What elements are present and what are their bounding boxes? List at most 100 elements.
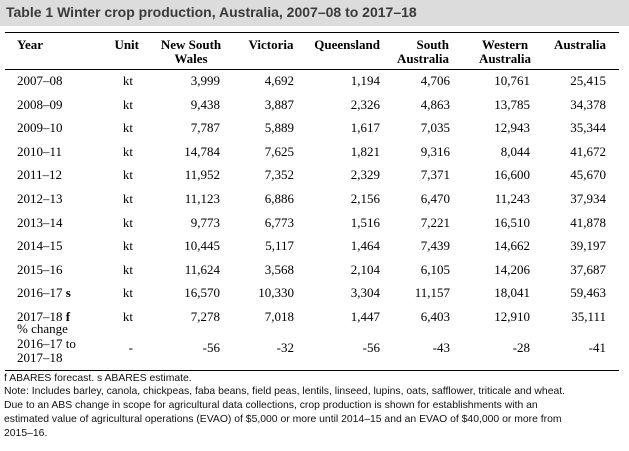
- row-vic: 10,330: [258, 285, 294, 301]
- table-title-bar: Table 1 Winter crop production, Australi…: [0, 0, 629, 26]
- row-sa: 6,470: [420, 191, 450, 206]
- row-year: 2016–17 s: [17, 285, 71, 301]
- row-nsw: 9,438: [190, 96, 220, 112]
- row-unit: kt: [122, 167, 133, 183]
- row-unit: kt: [122, 96, 133, 112]
- row-wa: 16,600: [494, 167, 530, 183]
- col-header-sa-line1: South: [416, 37, 449, 52]
- row-aus: 45,670: [570, 167, 606, 183]
- col-header-nsw: New South Wales: [153, 38, 229, 66]
- row-aus: 35,111: [571, 309, 606, 324]
- row-nsw: 7,278: [190, 309, 220, 324]
- row-qld: 2,329: [350, 167, 380, 183]
- pct-change-qld: -56: [362, 340, 380, 355]
- row-wa: 8,044: [500, 143, 530, 159]
- row-year: 2008–09: [17, 96, 63, 112]
- row-qld: 1,464: [350, 238, 380, 254]
- row-sa: 7,221: [420, 214, 450, 230]
- row-aus: 41,672: [570, 143, 606, 159]
- col-header-nsw-line1: New South: [160, 37, 222, 52]
- row-qld: 1,617: [350, 120, 380, 136]
- pct-change-unit: -: [128, 340, 133, 355]
- row-nsw: 10,445: [184, 238, 220, 254]
- pct-change-label-line3: 2017–18: [17, 350, 63, 365]
- row-vic: 5,117: [265, 238, 294, 254]
- row-sa: 7,439: [420, 238, 450, 254]
- footnote-scope-3: 2015–16.: [4, 428, 48, 439]
- pct-change-aus: -41: [588, 340, 606, 355]
- row-sa: 6,403: [420, 309, 450, 324]
- col-header-nsw-line2: Wales: [174, 51, 208, 66]
- row-qld: 2,104: [350, 261, 380, 277]
- row-vic: 6,886: [264, 191, 294, 206]
- col-header-vic: Victoria: [248, 37, 294, 52]
- row-vic: 7,352: [264, 167, 294, 183]
- row-qld: 2,326: [350, 96, 380, 112]
- row-wa: 16,510: [494, 214, 530, 230]
- col-header-qld: Queensland: [314, 37, 380, 52]
- row-nsw: 14,784: [184, 143, 220, 159]
- row-unit: kt: [122, 285, 133, 301]
- row-aus: 35,344: [570, 120, 606, 136]
- row-wa: 11,243: [494, 191, 530, 206]
- row-year: 2013–14: [17, 214, 63, 230]
- row-sa: 6,105: [420, 261, 450, 277]
- row-nsw: 16,570: [184, 285, 220, 301]
- row-vic: 3,887: [264, 96, 294, 112]
- col-header-year: Year: [17, 37, 43, 52]
- row-qld: 1,447: [350, 309, 380, 324]
- row-wa: 12,910: [494, 309, 530, 324]
- header-top-rule: [5, 32, 619, 33]
- pct-change-sa: -43: [432, 340, 450, 355]
- row-wa: 14,206: [494, 261, 530, 277]
- row-year: 2010–11: [17, 143, 63, 159]
- row-unit: kt: [122, 143, 133, 159]
- row-unit: kt: [122, 238, 133, 254]
- pct-change-label-line2: 2016–17 to: [17, 335, 76, 351]
- row-nsw: 11,624: [184, 261, 220, 277]
- footnote-scope-2: estimated value of agricultural operatio…: [4, 414, 562, 425]
- row-year: 2014–15: [17, 238, 63, 254]
- row-qld: 1,821: [350, 143, 380, 159]
- row-aus: 37,687: [570, 261, 606, 277]
- row-vic: 6,773: [264, 214, 294, 230]
- row-wa: 18,041: [494, 285, 530, 301]
- row-sa: 7,035: [420, 120, 450, 136]
- row-sa: 7,371: [420, 167, 450, 183]
- pct-change-vic: -32: [276, 340, 294, 355]
- row-year: 2017–18 f: [17, 309, 71, 324]
- row-vic: 4,692: [264, 73, 294, 88]
- pct-change-nsw: -56: [202, 340, 220, 355]
- row-unit: kt: [122, 309, 133, 324]
- row-aus: 39,197: [570, 238, 606, 254]
- row-unit: kt: [122, 73, 133, 88]
- row-nsw: 11,952: [184, 167, 220, 183]
- col-header-sa: South Australia: [380, 38, 449, 66]
- row-aus: 37,934: [570, 191, 606, 206]
- row-qld: 1,516: [350, 214, 380, 230]
- row-aus: 34,378: [570, 96, 606, 112]
- row-nsw: 3,999: [190, 73, 220, 88]
- row-unit: kt: [122, 120, 133, 136]
- row-unit: kt: [122, 191, 133, 206]
- row-aus: 41,878: [570, 214, 606, 230]
- pct-change-label: % change 2016–17 to 2017–18: [17, 321, 97, 366]
- row-sa: 4,863: [420, 96, 450, 112]
- row-nsw: 9,773: [190, 214, 220, 230]
- row-wa: 10,761: [494, 73, 530, 88]
- col-header-wa-line2: Australia: [479, 51, 531, 66]
- col-header-wa: Western Australia: [465, 38, 545, 66]
- row-year: 2009–10: [17, 120, 63, 136]
- row-year: 2011–12: [17, 167, 63, 183]
- row-wa: 14,662: [494, 238, 530, 254]
- row-year: 2015–16: [17, 261, 63, 277]
- row-wa: 13,785: [494, 96, 530, 112]
- table-title: Table 1 Winter crop production, Australi…: [6, 4, 417, 20]
- row-aus: 59,463: [570, 285, 606, 301]
- row-vic: 7,625: [264, 143, 294, 159]
- row-sa: 4,706: [420, 73, 450, 88]
- row-qld: 1,194: [350, 73, 380, 88]
- table-bottom-rule: [5, 370, 619, 371]
- row-year: 2007–08: [17, 73, 63, 88]
- row-nsw: 11,123: [184, 191, 220, 206]
